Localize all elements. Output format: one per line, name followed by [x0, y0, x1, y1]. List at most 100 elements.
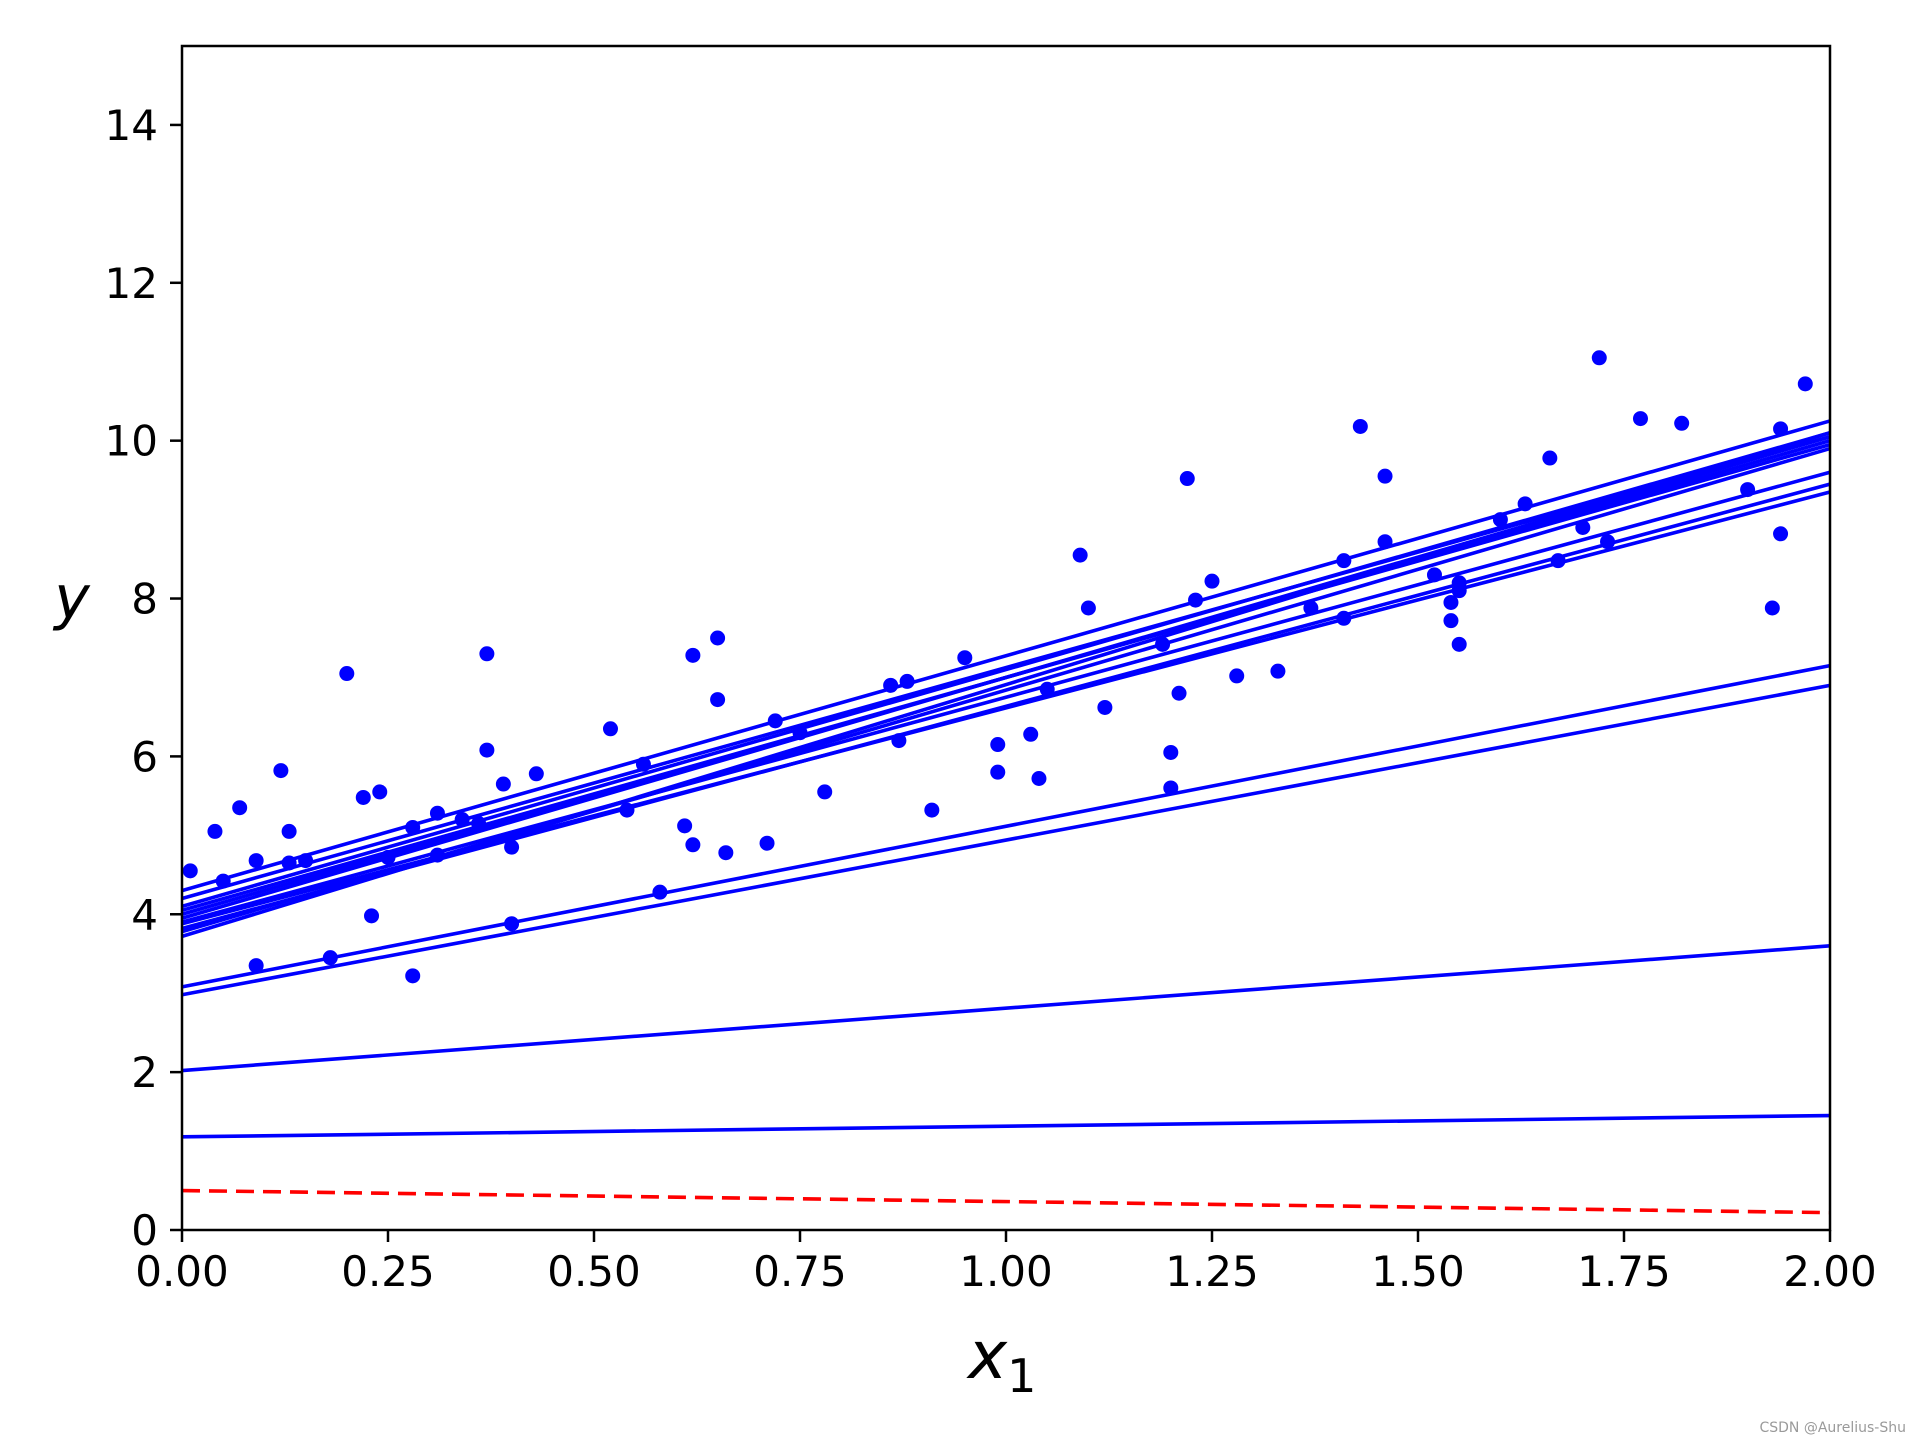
data-point — [1229, 668, 1245, 684]
data-point — [1377, 534, 1393, 550]
data-point — [1270, 663, 1286, 679]
data-point — [1163, 744, 1179, 760]
data-point — [182, 863, 198, 879]
data-point — [471, 815, 487, 831]
data-point — [1492, 512, 1508, 528]
x-tick-label: 1.50 — [1371, 1247, 1465, 1296]
x-tick-label: 0.00 — [135, 1247, 229, 1296]
y-tick-label: 10 — [105, 417, 158, 466]
fit-line-15 — [181, 419, 1831, 893]
data-point — [1600, 534, 1616, 550]
y-tick-label: 4 — [131, 890, 158, 939]
data-point — [1023, 726, 1039, 742]
data-point — [1443, 594, 1459, 610]
x-axis-label-main: x — [966, 1317, 1008, 1394]
series-lines — [181, 419, 1831, 1215]
data-point — [1426, 567, 1442, 583]
x-tick-label: 2.00 — [1783, 1247, 1877, 1296]
watermark: CSDN @Aurelius-Shu — [1759, 1420, 1906, 1436]
data-point — [1377, 468, 1393, 484]
data-point — [1797, 376, 1813, 392]
data-point — [602, 721, 618, 737]
data-point — [232, 800, 248, 816]
data-point — [1764, 600, 1780, 616]
data-point — [215, 873, 231, 889]
data-point — [281, 823, 297, 839]
x-tick-label: 0.25 — [341, 1247, 435, 1296]
data-point — [1188, 592, 1204, 608]
data-point — [248, 958, 264, 974]
data-point — [767, 713, 783, 729]
x-axis-ticks: 0.00 0.25 0.50 0.75 1.00 1.25 1.50 1.75 2.00 — [135, 1230, 1877, 1296]
data-point — [281, 855, 297, 871]
data-point — [619, 802, 635, 818]
x-tick-label: 0.50 — [547, 1247, 641, 1296]
data-point — [1542, 450, 1558, 466]
x-tick-label: 0.75 — [753, 1247, 847, 1296]
data-point — [339, 666, 355, 682]
data-point — [685, 647, 701, 663]
data-point — [405, 819, 421, 835]
data-point — [990, 764, 1006, 780]
data-point — [1632, 411, 1648, 427]
data-point — [405, 968, 421, 984]
data-point — [635, 756, 651, 772]
x-tick-label: 1.75 — [1577, 1247, 1671, 1296]
data-point — [1517, 496, 1533, 512]
data-point — [1163, 780, 1179, 796]
initial-dashed-line — [181, 1188, 1831, 1215]
data-point — [454, 812, 470, 828]
data-point — [1575, 519, 1591, 535]
data-point — [1039, 681, 1055, 697]
data-point — [1179, 471, 1195, 487]
data-point — [891, 733, 907, 749]
data-point — [685, 837, 701, 853]
y-tick-label: 2 — [131, 1048, 158, 1097]
data-point — [792, 725, 808, 741]
data-point — [677, 818, 693, 834]
data-point — [1080, 600, 1096, 616]
data-point — [652, 884, 668, 900]
fit-line-1 — [181, 1113, 1831, 1139]
data-point — [1097, 699, 1113, 715]
data-point — [355, 789, 371, 805]
data-point — [1773, 526, 1789, 542]
fit-line-13 — [181, 431, 1831, 909]
x-tick-label: 1.00 — [959, 1247, 1053, 1296]
y-tick-label: 8 — [131, 575, 158, 624]
y-tick-label: 12 — [105, 259, 158, 308]
fit-line-14 — [181, 434, 1831, 901]
data-point — [429, 847, 445, 863]
data-point — [495, 776, 511, 792]
y-tick-label: 6 — [131, 732, 158, 781]
data-point — [1336, 610, 1352, 626]
data-point — [372, 784, 388, 800]
data-point — [322, 950, 338, 966]
data-point — [479, 646, 495, 662]
data-point — [1451, 636, 1467, 652]
data-point — [504, 916, 520, 932]
fit-line-2 — [181, 944, 1831, 1073]
data-point — [899, 673, 915, 689]
data-point — [504, 839, 520, 855]
data-point — [207, 823, 223, 839]
data-point — [273, 763, 289, 779]
data-point — [1674, 415, 1690, 431]
scatter-points — [182, 350, 1813, 984]
data-point — [298, 853, 314, 869]
data-point — [1031, 771, 1047, 787]
data-point — [364, 908, 380, 924]
data-point — [1204, 573, 1220, 589]
data-point — [429, 805, 445, 821]
fit-line-12 — [181, 442, 1831, 913]
data-point — [1443, 613, 1459, 629]
data-point — [248, 853, 264, 869]
fit-line-3 — [181, 683, 1831, 997]
y-axis-label: y — [52, 563, 91, 633]
data-point — [1336, 553, 1352, 569]
data-point — [817, 784, 833, 800]
data-point — [710, 630, 726, 646]
y-tick-label: 0 — [131, 1206, 158, 1255]
data-point — [1591, 350, 1607, 366]
